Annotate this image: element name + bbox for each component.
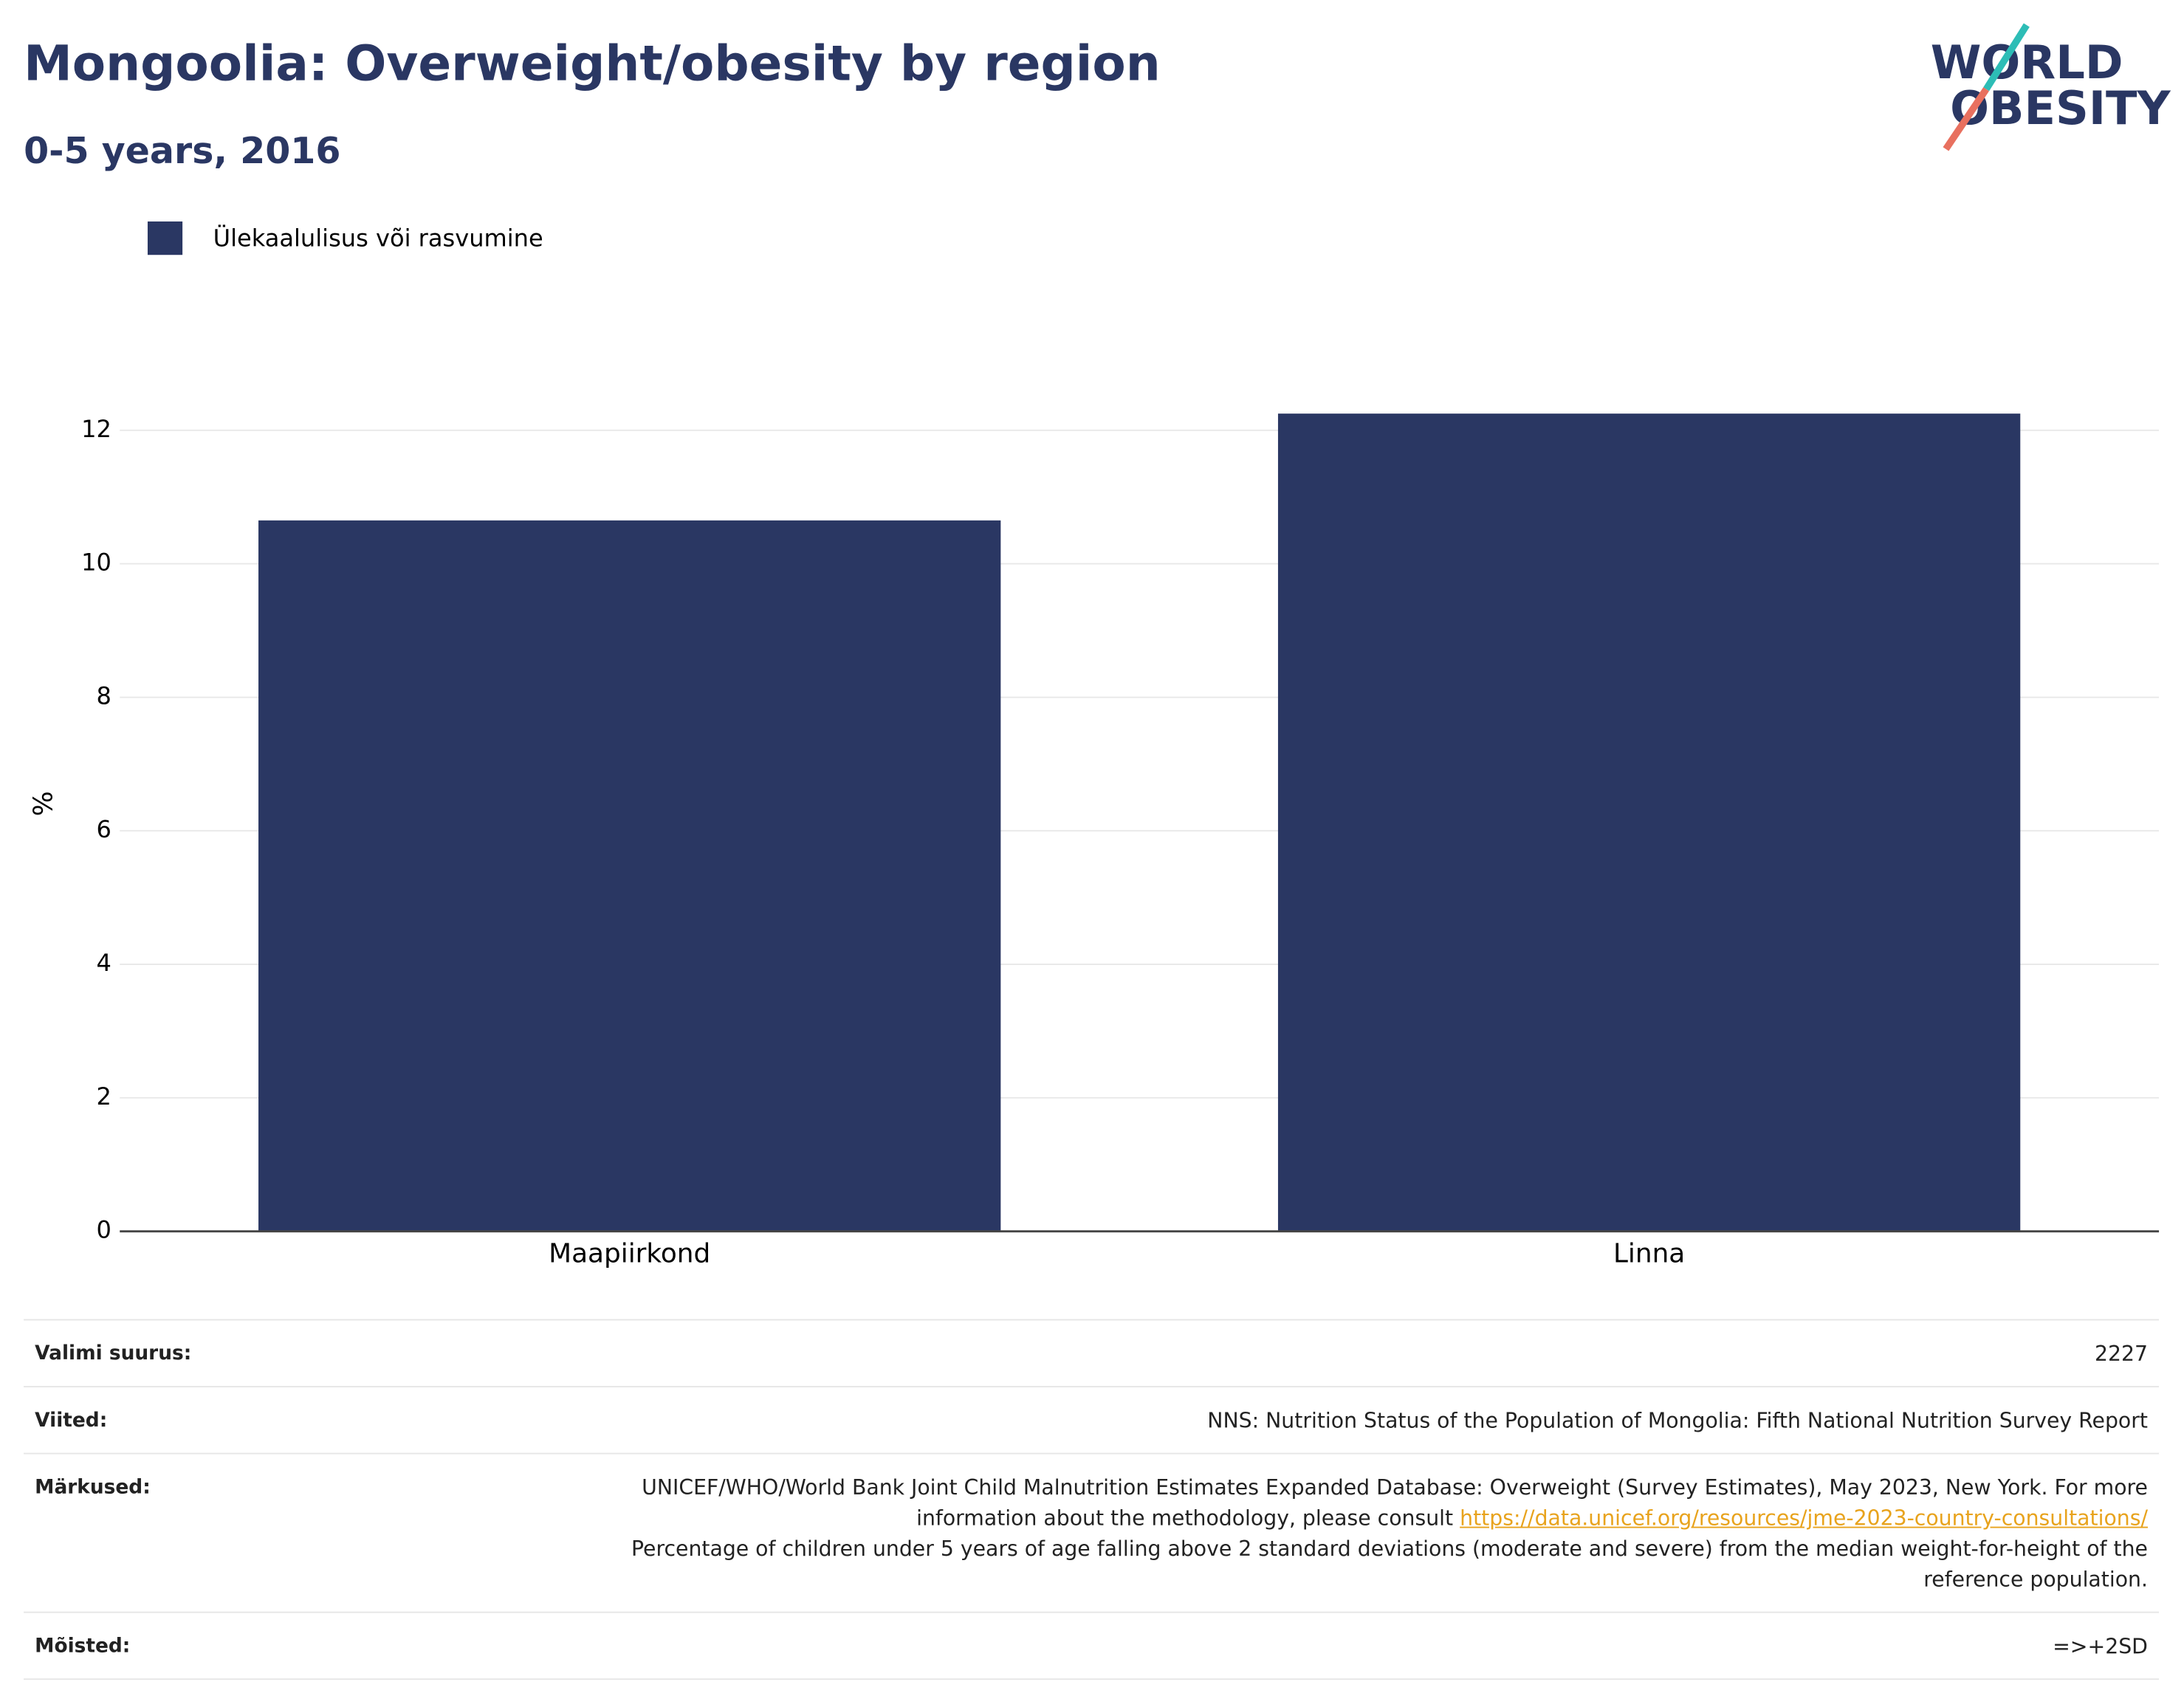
y-tick-label: 10 (81, 549, 111, 577)
logo-slash (1983, 23, 2030, 92)
y-tick-label: 4 (97, 949, 111, 977)
chart-subtitle: 0-5 years, 2016 (24, 129, 340, 172)
footer-row: Märkused: UNICEF/WHO/World Bank Joint Chi… (24, 1452, 2160, 1612)
legend-swatch (147, 221, 183, 255)
bar (1277, 413, 2021, 1232)
x-tick-label: Linna (1613, 1239, 1685, 1269)
footer: Valimi suurus: 2227 Viited: NNS: Nutrition … (24, 1319, 2160, 1680)
footer-link[interactable]: https://data.unicef.org/resources/jme-20… (1460, 1506, 2148, 1531)
bar (258, 520, 1001, 1232)
chart: Mongoolia: Overweight/obesity by region … (24, 23, 2171, 1269)
chart-title: Mongoolia: Overweight/obesity by region (24, 35, 1161, 92)
footer-text: UNICEF/WHO/World Bank Joint Child Malnut… (642, 1474, 2148, 1531)
logo-text: WORLD (1931, 35, 2123, 89)
legend-label: Ülekaalulisus või rasvumine (213, 224, 543, 252)
y-tick-label: 2 (97, 1082, 111, 1110)
x-tick-label: Maapiirkond (549, 1239, 710, 1269)
footer-row: Valimi suurus: 2227 (24, 1319, 2160, 1387)
footer-value: NNS: Nutrition Status of the Population … (1207, 1405, 2148, 1436)
footer-value: UNICEF/WHO/World Bank Joint Child Malnut… (588, 1472, 2148, 1595)
footer-label: Märkused: (35, 1476, 151, 1499)
y-axis-label: % (28, 791, 58, 816)
logo-slash (1943, 87, 1990, 151)
footer-row: Mõisted: =>+2SD (24, 1611, 2160, 1680)
footer-value: =>+2SD (2053, 1631, 2148, 1662)
footer-text: =>+2SD (2053, 1633, 2148, 1659)
footer-value: 2227 (2095, 1339, 2148, 1370)
footer-text: 2227 (2094, 1341, 2148, 1367)
logo: WORLD OBESITY (1931, 23, 2171, 151)
y-tick-label: 0 (97, 1216, 111, 1244)
y-tick-label: 12 (81, 415, 111, 443)
footer-row: Viited: NNS: Nutrition Status of the Popu… (24, 1386, 2160, 1453)
footer-label: Mõisted: (35, 1635, 131, 1658)
footer-label: Valimi suurus: (35, 1342, 192, 1365)
footer-text: Percentage of children under 5 years of … (631, 1536, 2148, 1593)
y-tick-label: 6 (97, 815, 111, 843)
footer-text: NNS: Nutrition Status of the Population … (1207, 1408, 2148, 1434)
y-tick-label: 8 (97, 682, 111, 710)
footer-label: Viited: (35, 1410, 108, 1432)
